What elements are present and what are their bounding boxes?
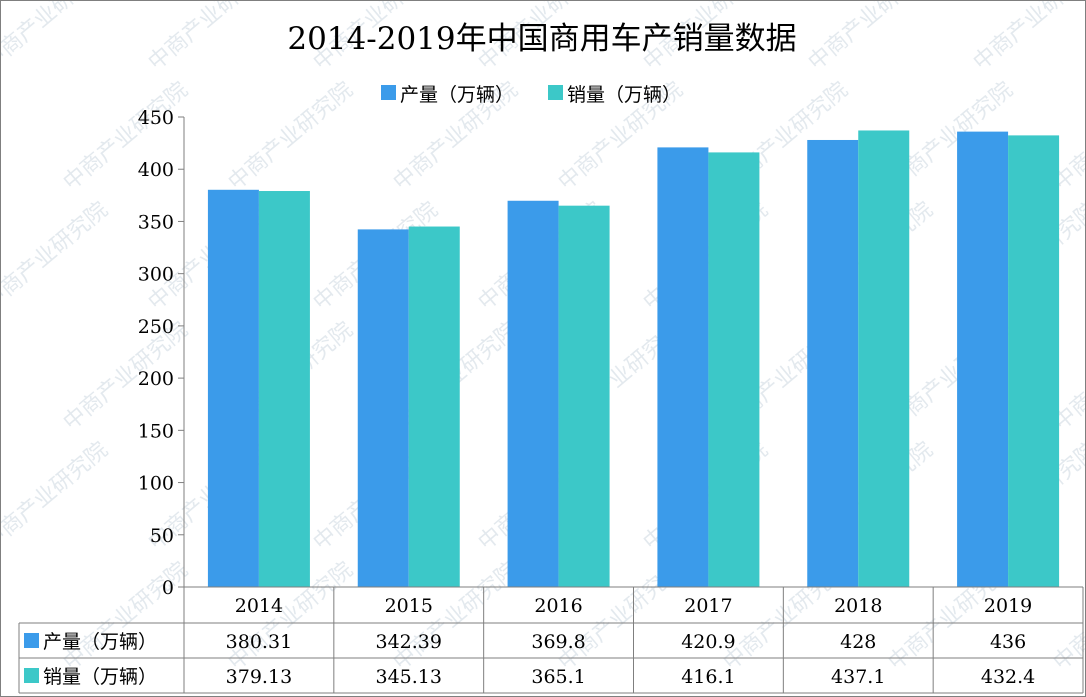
table-cell-value: 369.8: [531, 631, 585, 653]
table-row-header: 销量（万辆）: [43, 666, 157, 688]
x-tick-label: 2019: [984, 595, 1032, 617]
table-row-header: 产量（万辆）: [43, 631, 157, 653]
watermark-text: 中商产业研究院: [1, 1, 113, 76]
table-cell-value: 437.1: [831, 666, 885, 688]
y-tick-label: 0: [162, 577, 174, 599]
y-tick-label: 350: [138, 211, 174, 233]
watermark-text: 中商产业研究院: [1, 437, 113, 555]
bar-sales: [708, 152, 760, 587]
x-tick-label: 2014: [235, 595, 283, 617]
table-cell-value: 365.1: [531, 666, 585, 688]
legend-swatch: [381, 85, 396, 100]
bar-sales: [1008, 135, 1060, 588]
y-tick-label: 150: [138, 420, 174, 442]
y-tick-label: 50: [150, 525, 174, 547]
x-tick-label: 2018: [834, 595, 882, 617]
data-table: 2014 2015 2016 2017 2018 2019 产量（万辆） 380.31 342.…: [18, 586, 1084, 694]
bar-sales: [258, 191, 310, 587]
bar-sales: [558, 205, 610, 587]
y-tick-label: 300: [138, 264, 174, 286]
watermark-text: 中商产业研究院: [969, 1, 1085, 76]
watermark-text: 中商产业研究院: [804, 1, 938, 76]
table-legend-swatch: [24, 668, 39, 683]
legend-item: 销量（万辆）: [548, 84, 681, 106]
y-tick-label: 100: [138, 473, 174, 495]
watermark-text: 中商产业研究院: [144, 1, 278, 76]
bar-production: [207, 189, 259, 587]
watermark-text: 中商产业研究院: [224, 77, 358, 195]
table-cell-value: 342.39: [376, 631, 442, 653]
bar-production: [807, 139, 859, 587]
watermark-text: 中商产业研究院: [1, 197, 113, 315]
y-tick-label: 200: [138, 368, 174, 390]
y-tick-label: 450: [138, 107, 174, 129]
x-tick-label: 2015: [385, 595, 433, 617]
table-cell-value: 380.31: [226, 631, 292, 653]
table-cell-value: 416.1: [681, 666, 735, 688]
legend: 产量（万辆） 销量（万辆）: [381, 84, 681, 106]
y-tick-label: 400: [138, 159, 174, 181]
table-cell-value: 420.9: [681, 631, 735, 653]
bars: [207, 130, 1060, 588]
table-cell-value: 436: [990, 631, 1026, 653]
y-tick-label: 250: [138, 316, 174, 338]
table-cell-value: 379.13: [226, 666, 292, 688]
bar-production: [657, 147, 709, 588]
x-tick-label: 2017: [684, 595, 732, 617]
legend-swatch: [548, 85, 563, 100]
y-axis: 0 50 100 150 200 250 300 350 400 450: [138, 107, 185, 599]
table-cell-value: 432.4: [981, 666, 1035, 688]
bar-sales: [858, 130, 910, 587]
chart-title: 2014-2019年中国商用车产销量数据: [287, 21, 796, 57]
bar-production: [357, 229, 409, 587]
bar-production: [957, 131, 1009, 587]
table-cell-value: 345.13: [376, 666, 442, 688]
bar-sales: [408, 226, 460, 587]
bar-production: [507, 200, 559, 587]
table-cell-value: 428: [840, 631, 876, 653]
x-tick-label: 2016: [534, 595, 582, 617]
legend-label: 产量（万辆）: [400, 84, 514, 106]
table-legend-swatch: [24, 633, 39, 648]
legend-label: 销量（万辆）: [567, 84, 681, 106]
legend-item: 产量（万辆）: [381, 84, 514, 106]
